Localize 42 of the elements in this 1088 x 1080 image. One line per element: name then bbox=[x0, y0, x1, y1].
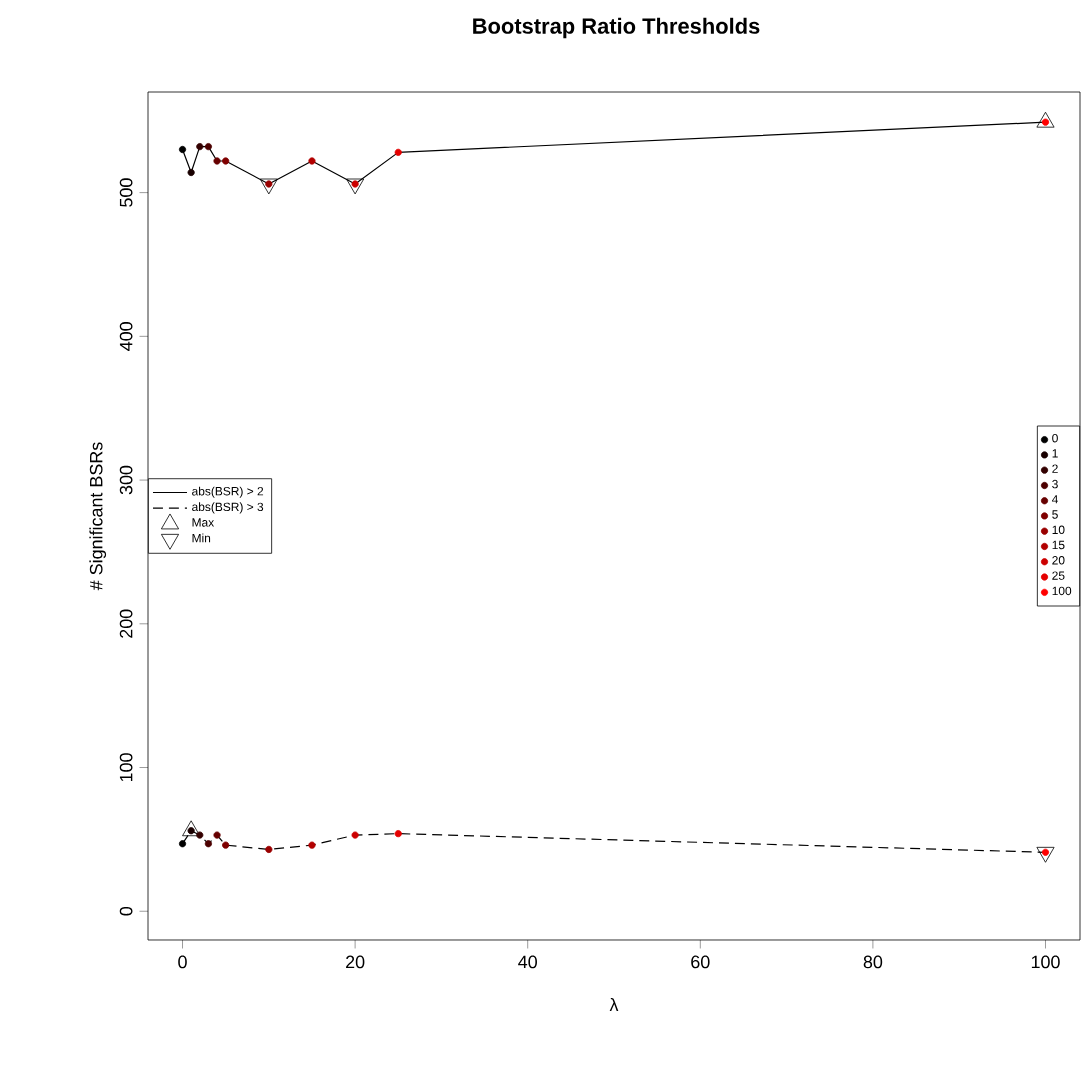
point bbox=[394, 148, 402, 156]
point bbox=[265, 180, 273, 188]
x-tick-label: 80 bbox=[863, 955, 883, 969]
point bbox=[308, 841, 316, 849]
point bbox=[178, 145, 187, 154]
point bbox=[222, 841, 230, 849]
point bbox=[308, 157, 316, 165]
point bbox=[351, 180, 359, 188]
point bbox=[187, 168, 195, 177]
point bbox=[213, 831, 221, 839]
y-tick-label: 200 bbox=[119, 609, 133, 638]
point bbox=[1041, 118, 1050, 126]
point bbox=[259, 178, 278, 195]
point bbox=[1041, 848, 1050, 856]
point bbox=[1036, 111, 1055, 128]
point bbox=[196, 143, 204, 151]
point bbox=[1036, 846, 1055, 863]
point bbox=[346, 178, 365, 195]
point bbox=[187, 827, 195, 835]
point bbox=[204, 840, 212, 848]
point bbox=[182, 820, 201, 837]
y-tick-label: 500 bbox=[119, 178, 133, 207]
point bbox=[178, 840, 187, 848]
x-tick-label: 100 bbox=[1031, 955, 1060, 969]
y-tick-label: 400 bbox=[119, 322, 133, 351]
x-tick-label: 40 bbox=[518, 955, 537, 969]
x-tick-label: 20 bbox=[346, 955, 365, 969]
point bbox=[213, 157, 221, 165]
y-tick-label: 0 bbox=[119, 906, 133, 916]
y-tick-label: 300 bbox=[119, 465, 133, 495]
x-axis-title: λ bbox=[609, 997, 619, 1011]
x-tick-label: 60 bbox=[691, 955, 710, 969]
point bbox=[204, 143, 212, 151]
point bbox=[394, 830, 402, 838]
y-axis-title: # Significant BSRs bbox=[89, 442, 107, 591]
y-tick-label: 100 bbox=[119, 753, 133, 782]
chart-title: Bootstrap Ratio Thresholds bbox=[473, 17, 760, 39]
point bbox=[351, 831, 359, 839]
x-tick-label: 0 bbox=[178, 955, 187, 969]
point bbox=[265, 845, 273, 854]
point bbox=[196, 831, 204, 839]
point bbox=[222, 157, 230, 165]
